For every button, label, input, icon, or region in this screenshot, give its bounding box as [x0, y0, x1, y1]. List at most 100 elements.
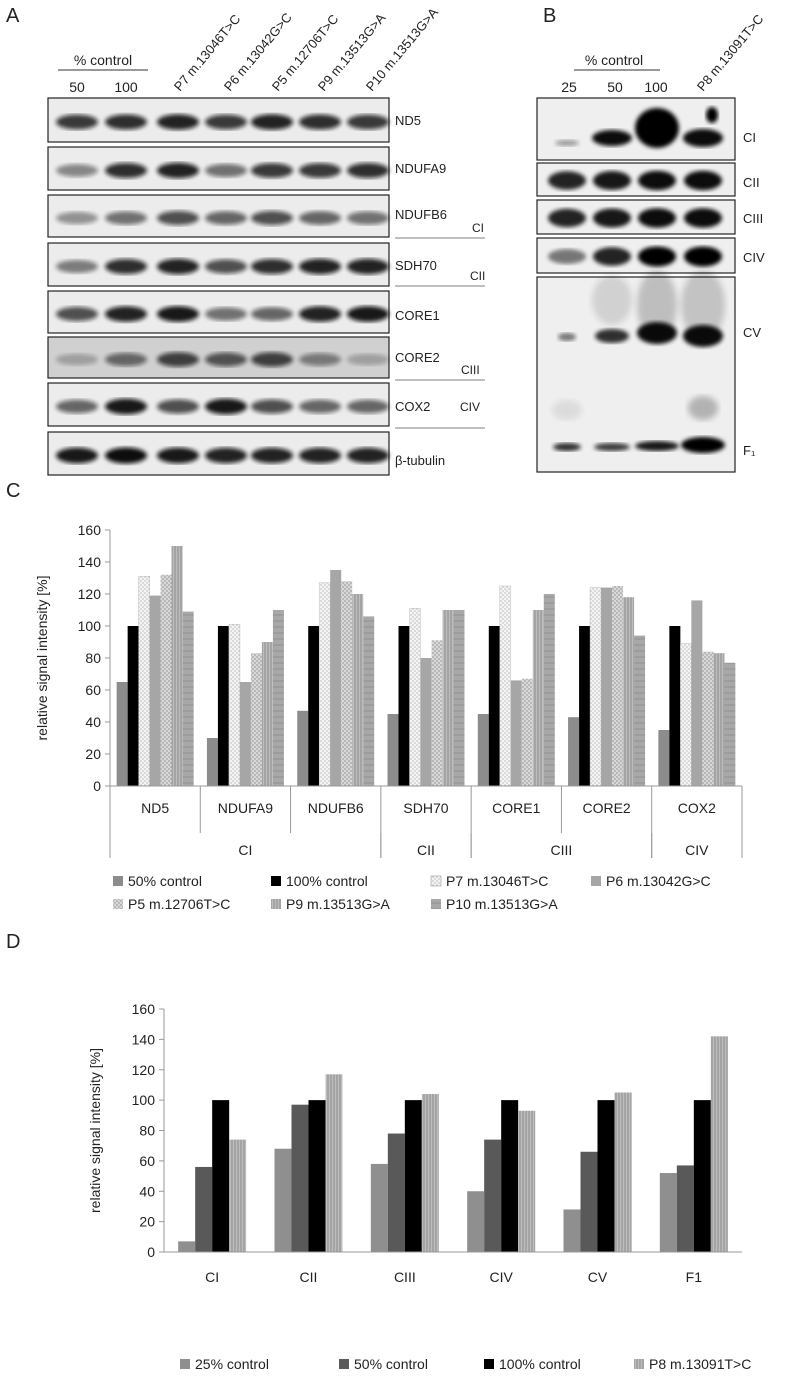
bar: [127, 626, 139, 786]
bar: [325, 1074, 343, 1252]
blot-b-lane-label: 50: [607, 79, 623, 95]
bar: [272, 610, 284, 786]
blot-band: [299, 163, 341, 178]
bar: [308, 626, 320, 786]
blot-band: [347, 306, 389, 322]
bar: [453, 610, 465, 786]
blot-a-group-label: CII: [470, 269, 485, 283]
blot-band: [157, 258, 199, 275]
legend-swatch: [271, 876, 281, 886]
blot-a-header: % control 50 100 P7 m.13046T>C P6 m.1304…: [58, 5, 441, 95]
x-tick-label: CV: [588, 1269, 608, 1285]
blot-band: [593, 208, 631, 228]
bar: [713, 653, 725, 786]
legend-swatch: [113, 876, 123, 886]
bar: [724, 662, 736, 786]
blot-band: [157, 399, 199, 414]
y-tick-label: 140: [78, 554, 102, 570]
bar: [352, 594, 364, 786]
y-tick-label: 20: [139, 1214, 155, 1230]
blot-smear: [681, 270, 725, 340]
blot-b-band-label: CIII: [743, 211, 763, 226]
blot-a-group-label: CI: [472, 221, 484, 235]
bar: [398, 626, 410, 786]
blot-band: [56, 164, 98, 177]
blot-a-lane-label: 100: [114, 79, 138, 95]
bar: [484, 1139, 502, 1252]
bar: [634, 635, 646, 786]
legend-swatch: [431, 899, 441, 909]
blot-band: [251, 163, 293, 178]
bar: [420, 658, 432, 786]
blot-band: [251, 447, 293, 464]
bar: [308, 1100, 326, 1252]
bar: [138, 576, 150, 787]
blot-band: [205, 259, 247, 274]
blot-band: [347, 211, 389, 225]
blot-band: [299, 447, 341, 464]
blot-a-band-label: CORE1: [395, 308, 440, 323]
blot-band: [105, 398, 147, 415]
blot-b-band-label: CIV: [743, 250, 765, 265]
group-label: CIII: [551, 842, 573, 858]
blot-a-band-label: COX2: [395, 399, 430, 414]
bar: [404, 1100, 422, 1252]
blot-a-band-label: CORE2: [395, 350, 440, 365]
blot-band: [299, 211, 341, 225]
bar: [691, 600, 703, 786]
blot-band: [593, 171, 631, 190]
bar: [614, 1092, 632, 1252]
bar: [543, 594, 555, 786]
bar: [510, 680, 522, 786]
x-tick-label: CORE1: [492, 800, 540, 816]
y-tick-label: 160: [78, 522, 102, 538]
bar: [171, 546, 183, 786]
x-tick-label: CIII: [394, 1269, 416, 1285]
blot-band: [638, 170, 676, 191]
bar: [521, 678, 533, 786]
blot-band: [684, 170, 722, 191]
blot-band: [706, 107, 718, 123]
bar: [580, 1151, 598, 1252]
bar: [659, 1173, 677, 1252]
blot-band: [105, 162, 147, 179]
legend-swatch: [180, 1359, 190, 1369]
bar: [568, 717, 580, 786]
panel-letter-a: A: [6, 5, 20, 27]
x-tick-label: F1: [686, 1269, 703, 1285]
blot-band: [157, 447, 199, 464]
legend-swatch: [591, 876, 601, 886]
bar: [612, 586, 624, 786]
legend-swatch: [271, 899, 281, 909]
blot-smear: [552, 400, 582, 420]
bar: [206, 738, 218, 786]
blot-band: [56, 353, 98, 366]
blot-a-band-label: β-tubulin: [395, 453, 445, 468]
blot-band: [157, 114, 199, 130]
y-tick-label: 140: [132, 1031, 156, 1047]
y-tick-label: 80: [85, 650, 101, 666]
bar: [228, 624, 241, 787]
blot-band: [299, 353, 341, 366]
blot-band: [157, 306, 199, 322]
bar: [488, 626, 500, 786]
blot-band: [205, 307, 247, 321]
blot-band: [555, 140, 579, 146]
blot-band: [105, 114, 147, 130]
chart-d: 0 20 40 60 80 100 120 140 160 relative signal int…: [87, 1001, 751, 1372]
bar: [518, 1110, 536, 1252]
x-tick-label: CI: [205, 1269, 219, 1285]
blot-a-band-label: SDH70: [395, 258, 437, 273]
bar: [669, 626, 681, 786]
blot-band: [592, 130, 632, 146]
x-tick-label: CORE2: [582, 800, 630, 816]
legend-label: P5 m.12706T>C: [128, 896, 230, 912]
legend-label: P10 m.13513G>A: [446, 896, 558, 912]
blot-band: [548, 249, 586, 264]
legend-label: 100% control: [499, 1356, 581, 1372]
x-tick-label: NDUFA9: [218, 800, 273, 816]
bar: [499, 585, 512, 787]
blot-smear: [688, 396, 718, 420]
legend-label: 25% control: [195, 1356, 269, 1372]
group-label: CI: [238, 842, 252, 858]
